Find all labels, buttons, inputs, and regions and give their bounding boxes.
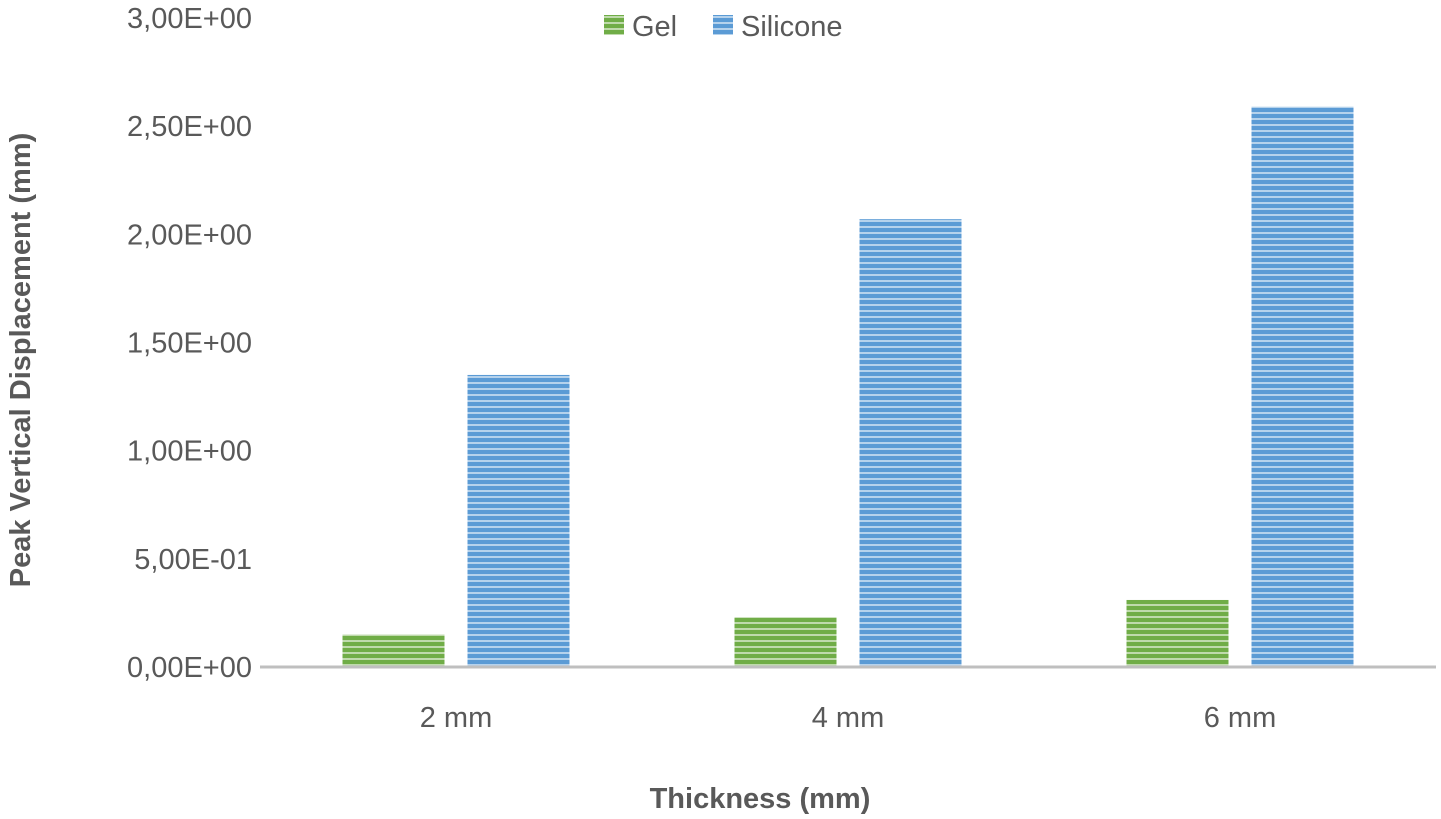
bar-silicone-2mm [467, 374, 570, 667]
y-tick-label: 1,00E+00 [127, 436, 252, 468]
bar-gel-4mm [734, 617, 837, 667]
y-tick-label: 2,00E+00 [127, 219, 252, 251]
x-tick-label: 2 mm [420, 702, 493, 734]
x-axis-ticks: 2 mm 4 mm 6 mm [420, 702, 1277, 734]
bar-silicone-6mm [1251, 106, 1354, 668]
y-tick-label: 2,50E+00 [127, 111, 252, 143]
y-axis-ticks: 0,00E+00 5,00E-01 1,00E+00 1,50E+00 2,00E+00… [127, 3, 252, 684]
legend: Gel Silicone [604, 11, 843, 43]
bar-gel-2mm [342, 634, 445, 667]
bar-silicone-4mm [859, 219, 962, 667]
x-tick-label: 4 mm [812, 702, 885, 734]
bars [342, 106, 1354, 668]
legend-label-gel: Gel [632, 11, 677, 43]
y-tick-label: 3,00E+00 [127, 3, 252, 35]
legend-label-silicone: Silicone [741, 11, 843, 43]
x-tick-label: 6 mm [1204, 702, 1277, 734]
legend-swatch-gel [604, 15, 624, 35]
legend-swatch-silicone [713, 15, 733, 35]
bar-gel-6mm [1126, 599, 1229, 667]
y-tick-label: 5,00E-01 [134, 544, 252, 576]
y-axis-title: Peak Vertical Displacement (mm) [5, 133, 37, 588]
y-tick-label: 1,50E+00 [127, 328, 252, 360]
y-tick-label: 0,00E+00 [127, 652, 252, 684]
x-axis-title: Thickness (mm) [650, 783, 871, 815]
